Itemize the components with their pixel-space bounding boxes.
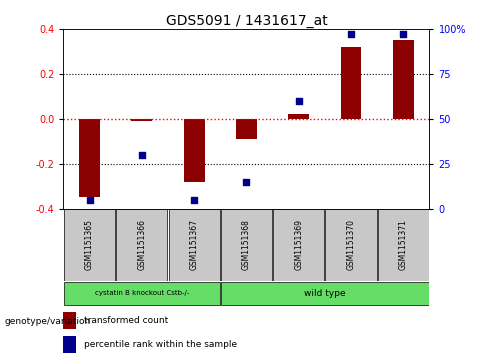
Point	[138, 152, 146, 158]
Bar	[325, 209, 377, 281]
Point	[347, 32, 355, 37]
Text: wild type: wild type	[304, 289, 346, 298]
Bar	[64, 282, 220, 305]
Point	[86, 197, 94, 203]
Title: GDS5091 / 1431617_at: GDS5091 / 1431617_at	[165, 14, 327, 28]
Text: GSM1151370: GSM1151370	[346, 219, 356, 270]
Text: cystatin B knockout Cstb-/-: cystatin B knockout Cstb-/-	[95, 290, 189, 296]
Bar	[131, 119, 152, 121]
Text: GSM1151367: GSM1151367	[190, 219, 199, 270]
Bar	[79, 119, 100, 197]
Text: percentile rank within the sample: percentile rank within the sample	[83, 340, 237, 350]
Bar	[183, 119, 204, 182]
Text: GSM1151365: GSM1151365	[85, 219, 94, 270]
Text: genotype/variation: genotype/variation	[5, 317, 91, 326]
Bar	[116, 209, 167, 281]
Bar	[221, 282, 429, 305]
Bar	[236, 119, 257, 139]
Bar	[63, 311, 76, 329]
Bar	[341, 47, 362, 119]
Point	[295, 98, 303, 104]
Bar	[64, 209, 115, 281]
Text: GSM1151369: GSM1151369	[294, 219, 303, 270]
Text: GSM1151366: GSM1151366	[137, 219, 146, 270]
Point	[243, 179, 250, 185]
Text: transformed count: transformed count	[83, 316, 168, 325]
Point	[190, 197, 198, 203]
Bar	[63, 336, 76, 353]
Bar	[393, 40, 414, 119]
Point	[399, 32, 407, 37]
Text: GSM1151371: GSM1151371	[399, 219, 408, 270]
Text: GSM1151368: GSM1151368	[242, 219, 251, 270]
Bar	[273, 209, 325, 281]
Bar	[378, 209, 429, 281]
Bar	[288, 114, 309, 119]
Bar	[168, 209, 220, 281]
Bar	[221, 209, 272, 281]
